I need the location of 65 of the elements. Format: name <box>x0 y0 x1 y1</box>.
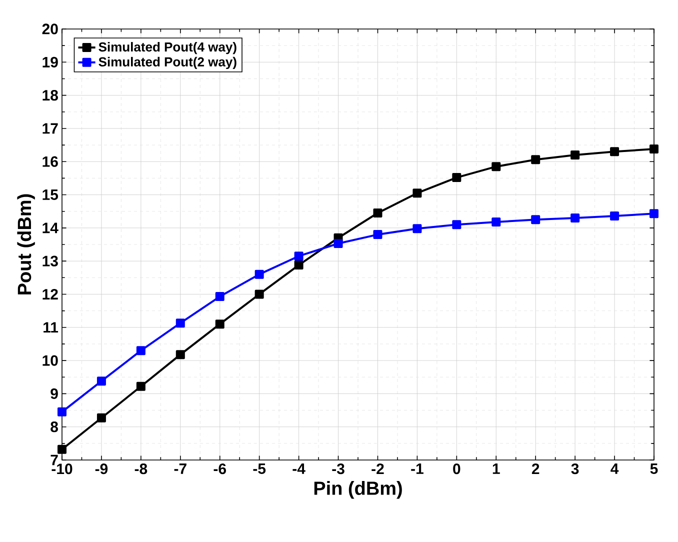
x-tick-label: -7 <box>174 464 186 474</box>
x-tick-label: -4 <box>292 464 306 474</box>
x-tick-label: -6 <box>214 464 226 474</box>
point <box>136 346 146 356</box>
x-tick-label: -10 <box>52 464 72 474</box>
point <box>58 444 66 454</box>
point <box>176 350 185 360</box>
point <box>412 188 422 198</box>
point <box>570 150 580 160</box>
point <box>610 147 620 156</box>
point <box>650 209 658 218</box>
x-tick-label: -8 <box>134 464 148 474</box>
y-tick-label: 16 <box>42 156 58 167</box>
x-tick-label: -9 <box>95 464 108 474</box>
x-tick-label: 5 <box>650 464 658 474</box>
point <box>373 208 382 218</box>
point <box>492 162 501 172</box>
point <box>492 217 501 226</box>
x-tick-label: 2 <box>532 464 540 474</box>
point <box>373 230 382 240</box>
legend-label: Simulated Pout(4 way) <box>98 42 236 54</box>
point <box>570 213 580 222</box>
y-tick-label: 14 <box>42 222 58 234</box>
point <box>215 320 224 329</box>
x-tick-label: 1 <box>492 464 500 474</box>
point <box>254 270 264 279</box>
x-axis-title: Pin (dBm) <box>314 481 402 499</box>
point <box>610 211 620 220</box>
legend-label: Simulated Pout(2 way) <box>98 56 236 70</box>
y-axis-title: Pout (dBm) <box>17 194 35 294</box>
x-tick-label: -1 <box>411 464 424 474</box>
point <box>96 376 106 386</box>
y-tick-label: 17 <box>42 123 58 134</box>
point <box>58 407 66 416</box>
y-tick-label: 9 <box>50 388 58 399</box>
point <box>294 252 304 261</box>
point <box>176 318 185 328</box>
point <box>650 144 658 154</box>
x-tick-label: 0 <box>453 464 460 474</box>
x-tick-label: -2 <box>372 464 384 474</box>
y-tick-label: 10 <box>42 355 58 366</box>
y-tick-label: 13 <box>42 256 58 266</box>
x-tick-label: 3 <box>571 464 579 474</box>
point <box>452 220 462 230</box>
point <box>531 215 540 224</box>
y-tick-label: 19 <box>42 56 58 68</box>
point <box>412 224 422 234</box>
x-tick-label: -5 <box>253 464 266 474</box>
point <box>215 292 224 302</box>
point <box>334 239 343 248</box>
y-tick-label: 18 <box>42 90 58 101</box>
x-tick-label: -3 <box>332 464 344 474</box>
x-tick-label: 4 <box>610 464 619 474</box>
y-tick-label: 20 <box>42 24 58 34</box>
y-tick-label: 12 <box>42 288 58 300</box>
point <box>254 290 264 299</box>
point <box>136 382 146 391</box>
point <box>531 155 540 164</box>
y-tick-label: 11 <box>44 322 58 333</box>
y-tick-label: 7 <box>50 454 58 466</box>
point <box>96 413 106 422</box>
point <box>452 173 462 182</box>
y-tick-label: 8 <box>50 422 58 432</box>
y-tick-label: 15 <box>42 190 58 200</box>
point <box>294 260 304 270</box>
